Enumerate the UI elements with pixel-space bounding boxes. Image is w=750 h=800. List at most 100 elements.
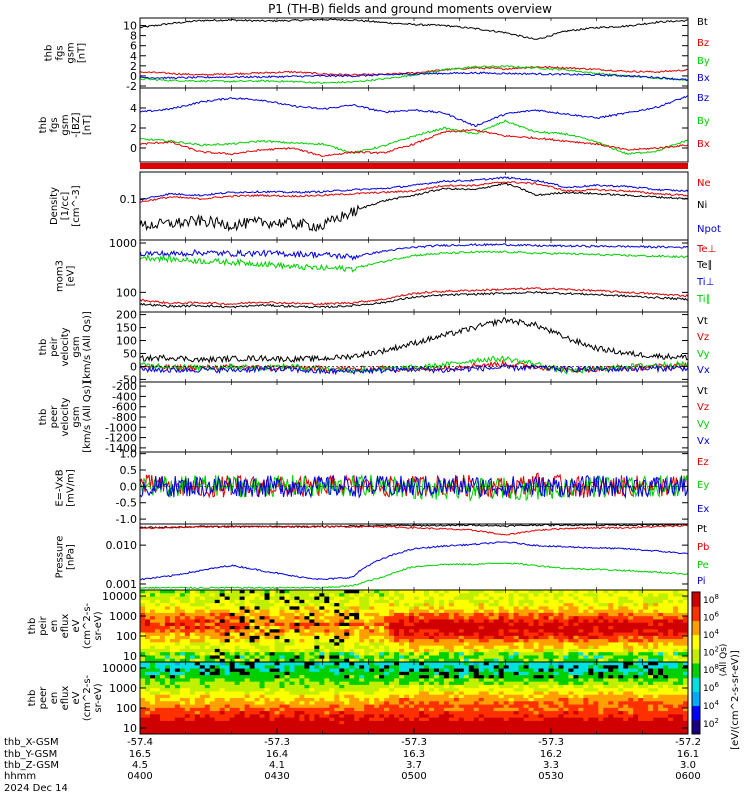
ylabel-line: peer [38, 686, 49, 710]
colorbar: 102 104 106 108 102 104 106 108 [eV/(cm^2-s-sr-e… [691, 591, 741, 750]
colorbar-sublabel: (All Qs) [719, 644, 729, 677]
xaxis-row-label: thb_Z-GSM [4, 760, 59, 771]
ytick-label: 2 [130, 60, 137, 73]
colorbar-swatch [692, 606, 700, 621]
colorbar-tick-label: 108 [703, 663, 719, 676]
colorbar-swatch [692, 691, 700, 707]
legend-entry: Vx [697, 365, 710, 376]
ytick-label: 10 [123, 650, 137, 663]
xaxis-row-label: thb_Y-GSM [4, 749, 57, 760]
series-line-By [140, 119, 688, 156]
series-line-Vy [140, 355, 688, 375]
legend-entry: Bz [697, 93, 709, 104]
legend-entry: Pe [697, 560, 709, 571]
xtick-label: -57.4 [127, 737, 153, 748]
xtick-label: 16.3 [403, 749, 425, 760]
colorbar-swatch [692, 663, 700, 678]
ylabel-line: gsm [71, 406, 82, 427]
legend-entry: Ey [697, 480, 709, 491]
ylabel-line: peir [38, 615, 49, 635]
lines-fgs_gsm_zoom [140, 95, 688, 157]
xtick-label: -57.2 [675, 737, 701, 748]
ylabel-line: thb [27, 690, 38, 707]
ytick-label: 1000 [109, 682, 137, 695]
ytick-label: 10 [123, 20, 137, 33]
colorbar-swatch [692, 620, 700, 636]
colorbar-frame [691, 591, 701, 735]
ytick-label: -200 [112, 380, 137, 393]
xtick-label: -57.3 [538, 737, 564, 748]
ytick-label: -0.5 [116, 497, 137, 510]
xtick-label: 16.2 [540, 749, 562, 760]
legend-entry: Vt [697, 316, 708, 327]
panel-peer_eflux: 10 100 1000 10000 thb peer en eflux eV (cm^2-s-sr… [27, 661, 689, 735]
series-line-Te∥ [140, 290, 688, 309]
legend-entry: Te⊥ [696, 244, 716, 255]
ytick-label: 0.001 [106, 578, 138, 591]
ytick-label: 6 [130, 40, 137, 53]
series-line-Vx [140, 363, 688, 376]
ytick-label: -1000 [105, 421, 137, 434]
ytick-label: 100 [116, 702, 137, 715]
ytick-label: 0 [130, 360, 137, 373]
ylabel-line: mom3 [55, 260, 66, 292]
panel-frame [139, 171, 689, 241]
ylabel-line: eV [71, 619, 82, 632]
colorbar-tick-label: 102 [703, 646, 719, 659]
legend-entry: Ex [697, 504, 709, 515]
series-line-Bz [140, 65, 688, 77]
series-line-By [140, 65, 688, 85]
ytick-label: 50 [123, 347, 137, 360]
ylabel-line: thb [38, 339, 49, 356]
ylabel-line: [cm^-3] [71, 185, 82, 226]
ytick-label: 0.1 [120, 193, 138, 206]
panel-fgs_gsm_zoom: 0 2 4 thb fgs gsm -[BZ] [nT] Bz By Bx [38, 87, 710, 163]
separator-bar [140, 163, 688, 169]
xtick-label: 16.1 [677, 749, 699, 760]
series-line-Bz [140, 95, 688, 128]
lines-temperature [140, 242, 688, 309]
ylabel-line: en [49, 620, 60, 633]
legend-entry: By [697, 56, 710, 67]
ytick-label: 0 [130, 70, 137, 83]
legend-entry: Pb [697, 542, 709, 553]
legend-entry: Ti∥ [696, 294, 711, 305]
lines-fgs_gsm [140, 18, 688, 85]
xtick-label: 3.7 [406, 760, 422, 771]
xtick-label: -57.3 [264, 737, 290, 748]
ylabel-line: Pressure [55, 536, 66, 579]
ylabel-line: fgs [55, 45, 66, 60]
series-line-Ni [140, 182, 688, 232]
xtick-label: 16.4 [266, 749, 288, 760]
spectrogram-peir_eflux [140, 590, 688, 662]
ylabel-line: eflux [60, 686, 71, 711]
legend-entry: Bt [697, 17, 708, 28]
legend-entry: Vx [697, 436, 710, 447]
legend-entry: Vz [697, 402, 709, 413]
legend-entry: Vt [697, 386, 708, 397]
xaxis-row-label: thb_X-GSM [4, 737, 59, 748]
xtick-label: 0530 [538, 771, 563, 782]
ytick-label: -50 [119, 373, 137, 386]
ytick-label: -1400 [105, 442, 137, 455]
panel-peer_velocity: -1400-1200-1000-800-600-400-200 thb peer ve… [38, 380, 710, 455]
legend-entry: Bz [697, 38, 709, 49]
colorbar-swatch [692, 705, 700, 721]
panel-frame [139, 381, 689, 453]
ylabel-line: [eV] [66, 266, 77, 287]
series-line-Ey [140, 473, 688, 503]
ytick-label: 0 [130, 142, 137, 155]
colorbar-swatch [692, 634, 700, 650]
panel-pressure: 0.001 0.010 Pressure [nPa] Pt Pb Pe Pi [55, 523, 709, 591]
ylabel-line: sr-eV) [93, 611, 104, 640]
panel-frame [139, 523, 689, 591]
xaxis-row-label: 2024 Dec 14 [4, 783, 68, 794]
ytick-label: 4 [130, 50, 137, 63]
ytick-label: 100 [116, 286, 137, 299]
panel-temperature: 100 1000 mom3 [eV] Te⊥ Te∥ Ti⊥ Ti∥ [55, 237, 716, 313]
ylabel-line: thb [38, 117, 49, 134]
